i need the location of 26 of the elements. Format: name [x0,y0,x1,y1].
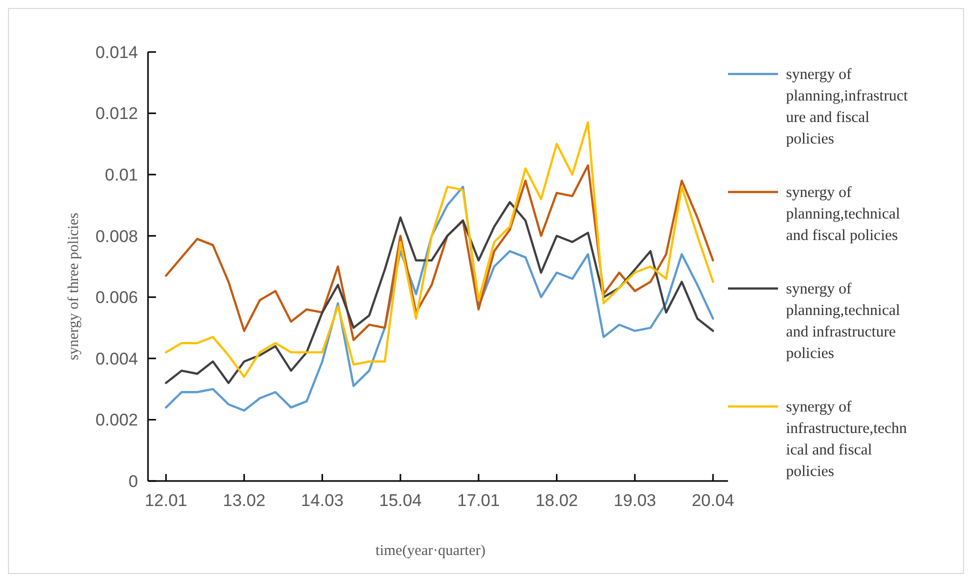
x-tick-label: 14.03 [301,491,344,510]
y-tick-label: 0.012 [95,104,138,124]
x-axis-title: time(year·quarter) [376,543,486,559]
x-tick-label: 13.02 [222,491,266,510]
y-tick-label: 0.006 [95,288,138,308]
x-tick-label: 15.04 [379,491,422,510]
x-tick-label: 17.01 [457,491,500,510]
line-series [164,186,714,412]
y-tick-label: 0.01 [104,166,138,185]
legend-label: synergy of planning,infrastructure and fiscal policies [786,66,909,148]
y-axis-title: synergy of three policies [66,212,82,360]
y-tick-label: 0.008 [95,226,138,246]
x-tick-label: 12.01 [144,491,188,510]
legend-label: synergy of planning,technical and fiscal policies [786,184,900,244]
line-series [164,121,714,378]
y-tick-label: 0.004 [95,349,138,368]
x-tick-label: 20.04 [692,491,734,510]
x-tick-label: 18.02 [535,491,578,510]
y-tick-label: 0.002 [95,410,138,430]
line-series [164,164,714,342]
y-tick-label: 0 [128,472,138,491]
y-tick-label: 0.014 [95,42,138,62]
legend-label: synergy of planning,technical and infrastructure policies [786,280,900,362]
x-tick-label: 19.03 [614,491,656,510]
line-series [164,201,714,384]
legend-label: synergy of infrastructure,technical and fiscal policies [786,398,908,480]
